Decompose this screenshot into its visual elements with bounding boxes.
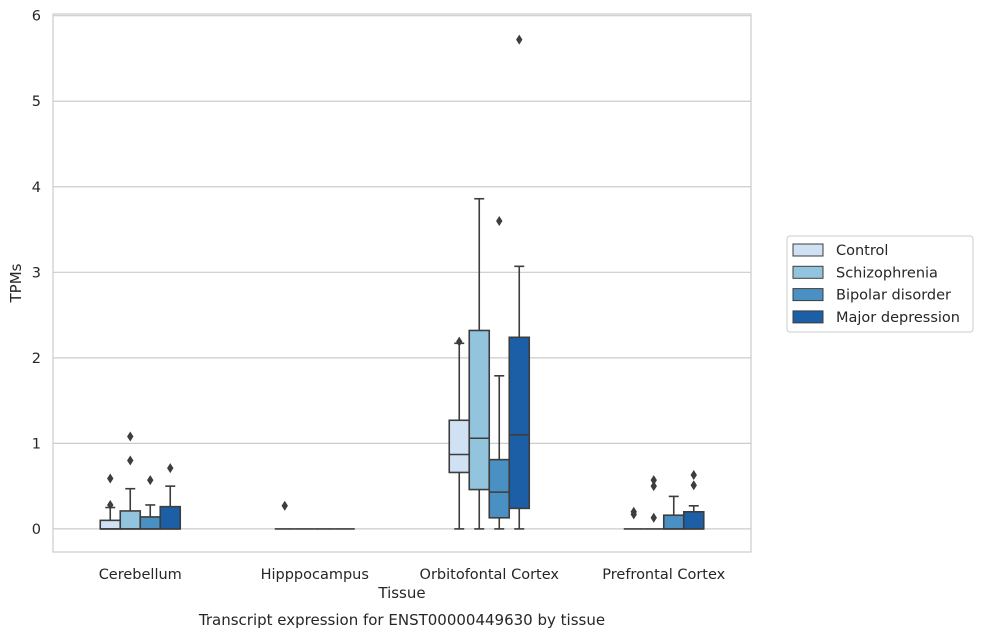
y-tick-label: 5 [32, 94, 41, 110]
legend-swatch [792, 265, 824, 279]
box-major-depression-0-outlier [167, 463, 174, 474]
legend: Control Schizophrenia Bipolar disorder Majo… [786, 235, 974, 333]
y-axis-label: TPMs [7, 263, 25, 303]
y-tick-label: 0 [32, 522, 41, 538]
box-bipolar-disorder-2-body [488, 458, 511, 519]
box-bipolar-disorder-0-body [139, 516, 162, 530]
box-major-depression-3-outlier [690, 470, 697, 481]
box-control-0-outlier [107, 473, 114, 484]
y-tick-label: 3 [32, 265, 41, 281]
y-tick-label: 6 [32, 9, 41, 25]
box-elements [99, 34, 705, 530]
box-bipolar-disorder-0-outlier [147, 475, 154, 486]
y-tick-labels: 0 1 2 3 4 5 6 [32, 9, 41, 538]
box-major-depression-0-body [159, 505, 182, 530]
chart-caption: Transcript expression for ENST0000044963… [198, 611, 605, 629]
box-control-3-outlier [630, 506, 637, 517]
legend-swatch [792, 243, 824, 257]
legend-swatch [792, 288, 824, 302]
x-axis-label: Tissue [377, 584, 425, 602]
box-bipolar-disorder-2-outlier [496, 215, 503, 226]
box-schizophrenia-3-outlier [650, 475, 657, 486]
y-tick-label: 2 [32, 351, 41, 367]
plot-area [52, 13, 752, 553]
y-tick-label: 4 [32, 180, 41, 196]
legend-label: Schizophrenia [836, 265, 938, 281]
box-schizophrenia-0-outlier [127, 431, 134, 442]
x-tick-labels: Cerebellum Hipppocampus Orbitofontal Corte… [99, 567, 726, 583]
gridlines [53, 15, 751, 530]
legend-swatch [792, 310, 824, 324]
box-major-depression-3-body [682, 510, 705, 530]
box-control-0-body [99, 519, 122, 530]
legend-frame [786, 235, 974, 333]
box-schizophrenia-3-outlier [650, 512, 657, 523]
box-control-2-body [448, 419, 471, 474]
x-tick-label: Orbitofontal Cortex [420, 567, 560, 583]
y-tick-label: 1 [32, 436, 41, 452]
x-tick-label: Hipppocampus [261, 567, 369, 583]
box-major-depression-2-outlier [516, 34, 523, 45]
box-control-1-outlier [281, 500, 288, 511]
box-schizophrenia-0-body [119, 510, 142, 530]
box-major-depression-3-outlier [690, 480, 697, 491]
legend-label: Bipolar disorder [836, 288, 951, 304]
box-major-depression-2-body [508, 336, 531, 510]
x-tick-label: Cerebellum [99, 567, 182, 583]
box-schizophrenia-3-outlier [650, 481, 657, 492]
x-tick-label: Prefrontal Cortex [602, 567, 725, 583]
box-bipolar-disorder-3-body [662, 514, 685, 530]
box-control-0-outlier [107, 499, 114, 510]
box-control-2-outlier [456, 336, 463, 347]
legend-label: Major depression [836, 310, 960, 326]
box-schizophrenia-0-outlier [127, 455, 134, 466]
legend-label: Control [836, 243, 888, 259]
box-schizophrenia-2-body [468, 329, 491, 491]
